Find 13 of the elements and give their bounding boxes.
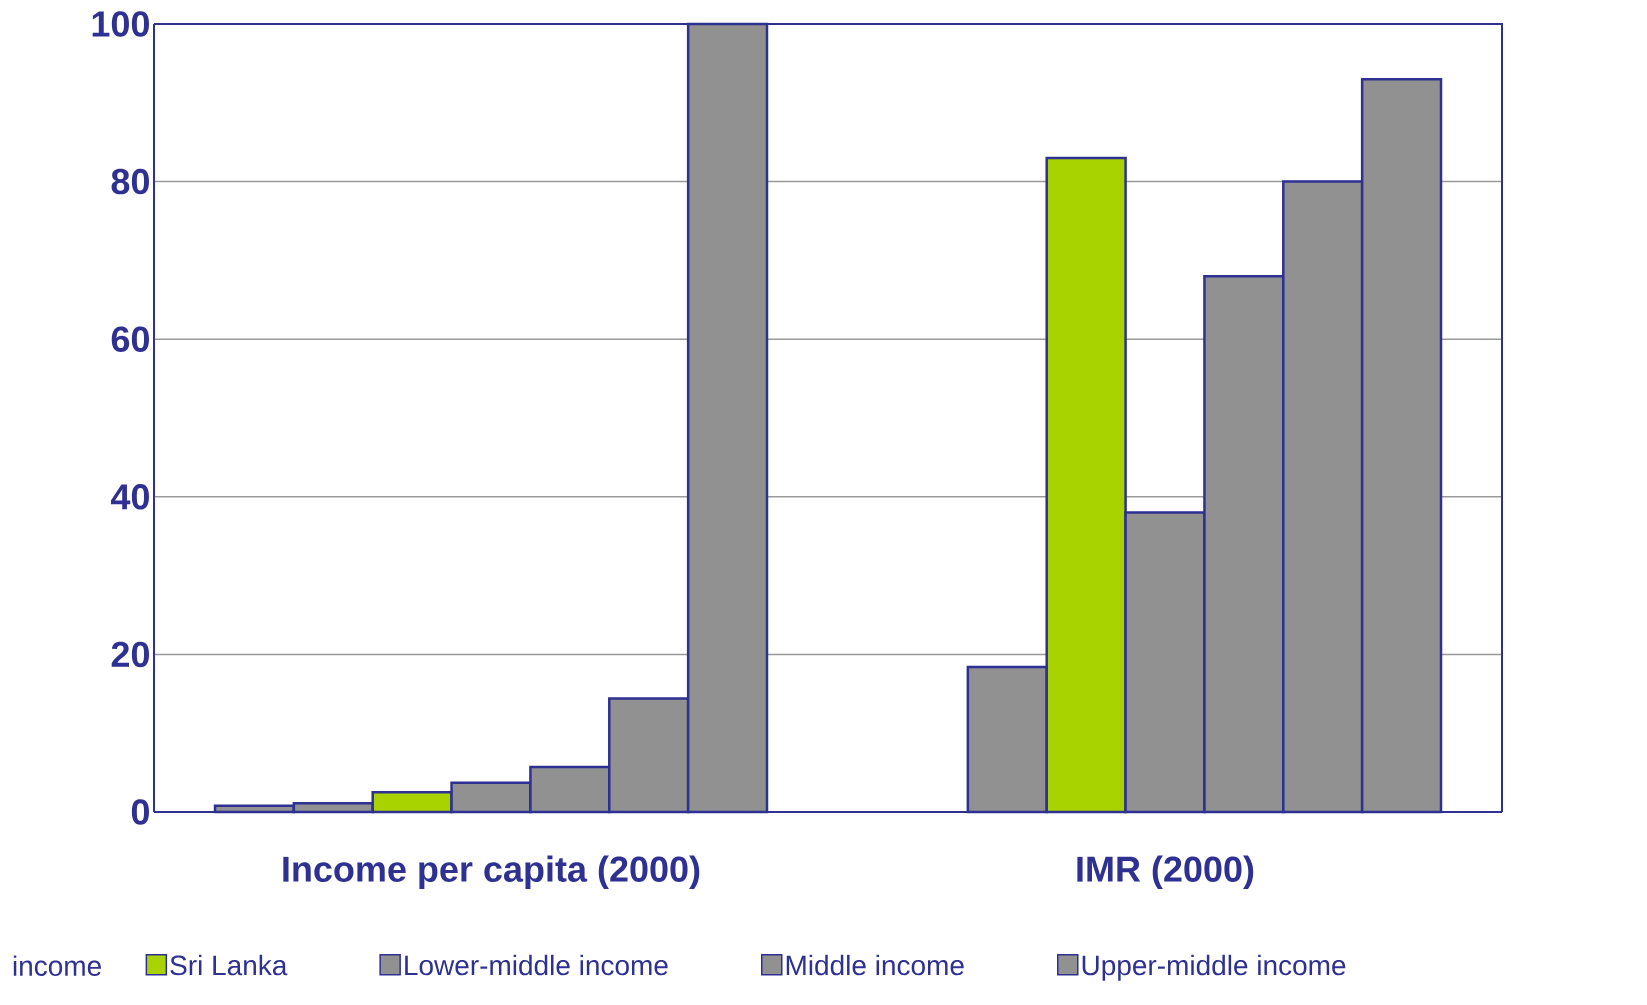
y-tick-label: 40 — [110, 484, 149, 510]
y-tick-label: 100 — [92, 11, 149, 37]
y-tick-label: 0 — [131, 799, 149, 825]
text: income — [13, 955, 101, 976]
legend-label: Sri Lanka — [170, 954, 288, 976]
legend-label: Middle income — [786, 954, 964, 976]
x-tick-label: IMR (2000) — [1077, 855, 1254, 890]
legend-label: Upper-middle income — [1082, 954, 1346, 981]
y-tick-label: 60 — [111, 326, 149, 352]
legend-label: Lower-middle income — [405, 954, 668, 976]
x-tick-label: Income per capita (2000) — [283, 855, 700, 890]
y-tick-label: 20 — [111, 641, 149, 668]
y-tick-label: 80 — [111, 168, 149, 195]
